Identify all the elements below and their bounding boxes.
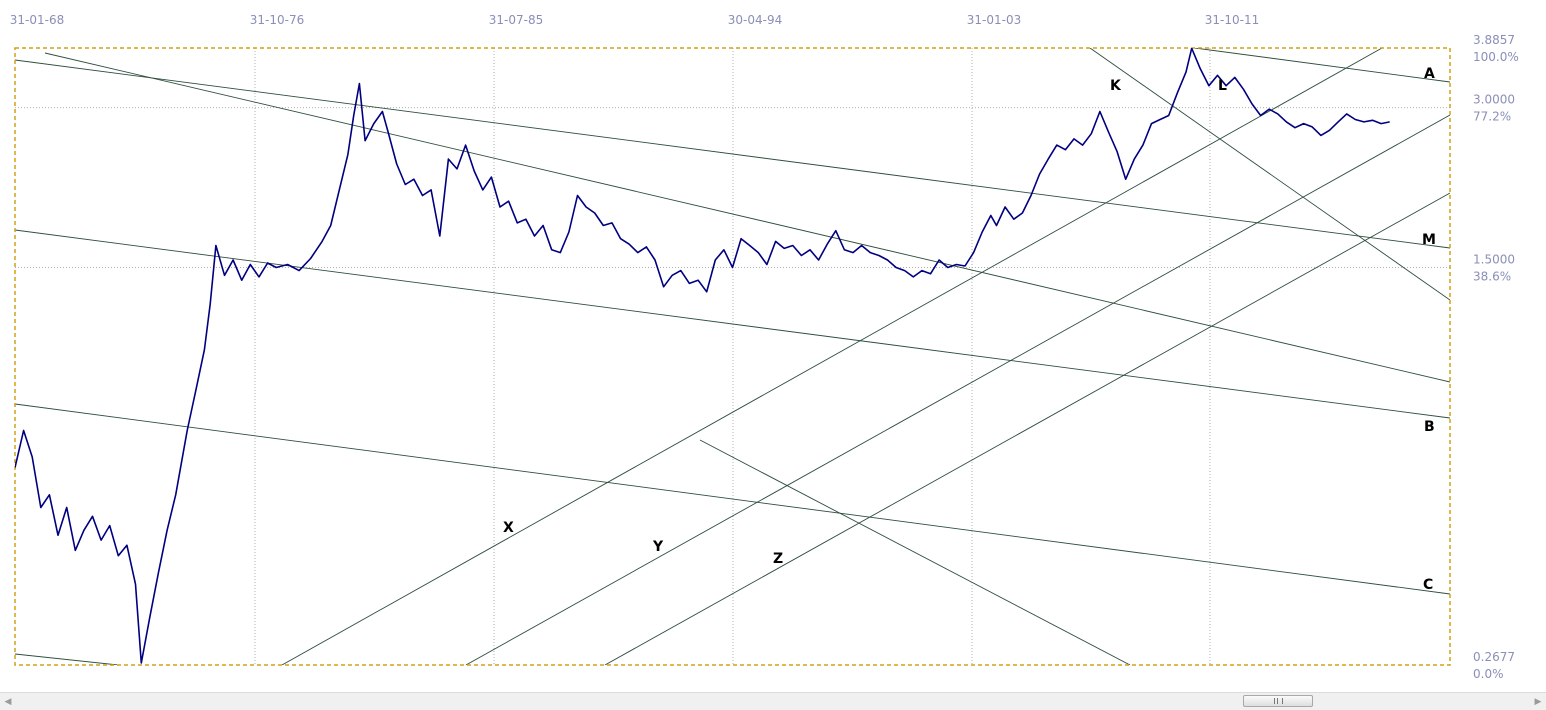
plot-frame	[14, 47, 1451, 666]
trendline-b	[15, 229, 1450, 419]
y-tick-price: 1.5000	[1473, 253, 1515, 267]
horizontal-scrollbar[interactable]: ◀ ▶	[0, 692, 1546, 710]
scroll-thumb[interactable]	[1243, 695, 1313, 707]
x-tick-label: 30-04-94	[728, 13, 782, 27]
trendline-label-a: A	[1424, 66, 1435, 82]
trendline-label-y: Y	[652, 539, 664, 555]
trendline-label-b: B	[1424, 419, 1435, 435]
scroll-right-arrow-icon[interactable]: ▶	[1534, 696, 1542, 707]
y-tick-percent: 77.2%	[1473, 110, 1511, 124]
trendline-label-c: C	[1423, 577, 1433, 593]
trendline-c	[15, 403, 1450, 595]
trendline-label-x: X	[503, 520, 514, 536]
trendline-z	[604, 192, 1450, 665]
y-axis-ticks: 3.8857 100.0% 3.0000 77.2% 1.5000 38.6% 0.2677…	[1473, 33, 1519, 681]
trendline-label-m: M	[1422, 232, 1436, 248]
x-tick-label: 31-01-03	[967, 13, 1021, 27]
trendline-c-base	[15, 653, 119, 665]
trendline-label-l: L	[1218, 78, 1227, 94]
trendline-k	[1089, 48, 1450, 301]
trendline-fan-1	[44, 52, 1450, 383]
y-tick-price: 3.8857	[1473, 33, 1515, 47]
x-tick-label: 31-10-11	[1205, 13, 1259, 27]
x-tick-label: 31-07-85	[489, 13, 543, 27]
trendline-label-z: Z	[773, 551, 783, 567]
y-tick-percent: 100.0%	[1473, 50, 1519, 64]
trendline-m	[15, 59, 1450, 249]
trendline-fan-2	[699, 439, 1131, 665]
y-tick-percent: 38.6%	[1473, 270, 1511, 284]
grid-lines	[15, 48, 1450, 665]
price-chart: 31-01-68 31-10-76 31-07-85 30-04-94 31-01-03…	[10, 13, 1519, 681]
trendline-y	[465, 114, 1450, 665]
trendline-label-k: K	[1110, 78, 1122, 94]
x-axis-ticks: 31-01-68 31-10-76 31-07-85 30-04-94 31-01-03…	[10, 13, 1259, 27]
trendline-labels: A B C M K L X Y Z	[503, 66, 1436, 593]
right-margin	[1528, 0, 1546, 692]
y-tick-price: 0.2677	[1473, 650, 1515, 664]
y-tick-price: 3.0000	[1473, 93, 1515, 107]
grip-icon	[1273, 698, 1283, 704]
x-tick-label: 31-10-76	[250, 13, 304, 27]
trendline-a	[1194, 48, 1450, 83]
x-tick-label: 31-01-68	[10, 13, 64, 27]
trendline-x	[281, 48, 1383, 665]
y-tick-percent: 0.0%	[1473, 667, 1504, 681]
price-series-line	[15, 48, 1390, 664]
trendlines	[15, 48, 1450, 665]
scroll-left-arrow-icon[interactable]: ◀	[4, 696, 12, 707]
